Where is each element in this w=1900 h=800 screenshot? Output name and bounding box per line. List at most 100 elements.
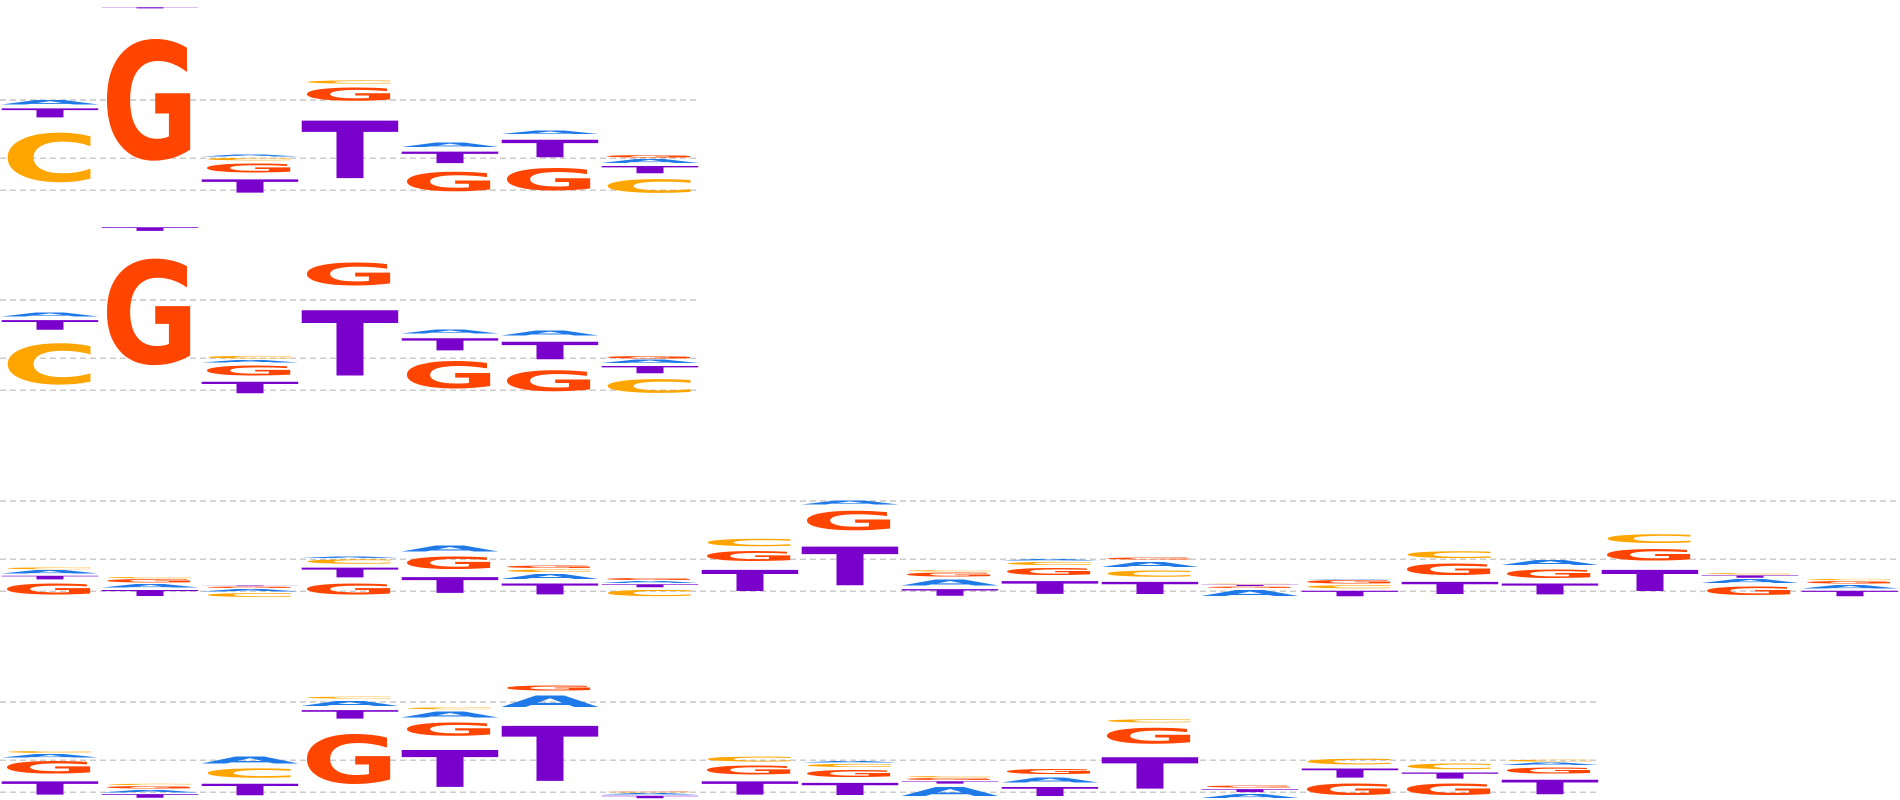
letter: A: [101, 584, 199, 589]
letter: G: [401, 167, 499, 197]
letter: T: [301, 565, 400, 580]
letter: T: [701, 564, 799, 598]
letter: T: [401, 740, 499, 799]
letter: C: [1501, 759, 1599, 762]
letter: T: [901, 587, 999, 598]
letter: T: [301, 105, 399, 197]
letter: C: [301, 696, 399, 699]
letter: G: [601, 791, 699, 792]
letter: G: [701, 549, 799, 564]
letter: T: [1001, 578, 1099, 598]
letter: C: [101, 783, 199, 785]
letter: G: [401, 554, 499, 573]
letter: T: [401, 149, 499, 167]
letter: C: [801, 763, 899, 768]
letter: A: [1001, 776, 1099, 785]
letter: A: [1, 570, 99, 575]
letter: A: [601, 158, 699, 164]
letter: T: [1301, 766, 1399, 781]
letter: A: [1701, 579, 1799, 585]
letter: C: [101, 577, 199, 579]
letter: T: [1201, 584, 1299, 586]
letter: G: [301, 257, 399, 292]
letter: T: [1501, 776, 1599, 799]
letter: C: [1, 751, 99, 754]
letter: A: [101, 789, 199, 793]
letter: G: [601, 578, 699, 581]
letter: T: [601, 583, 699, 588]
letter: T: [601, 795, 699, 799]
letter: C: [201, 766, 299, 780]
letter: T: [201, 781, 299, 799]
letter: G: [1201, 586, 1299, 588]
letter: T: [1401, 771, 1499, 781]
letter: C: [701, 755, 799, 763]
letter: T: [1801, 589, 1899, 598]
letter: C: [1101, 569, 1199, 579]
letter: A: [1501, 558, 1599, 567]
letter: A: [1201, 588, 1299, 598]
letter: T: [401, 335, 499, 354]
letter: A: [601, 581, 699, 584]
letter: C: [1, 120, 99, 197]
letter: A: [1201, 793, 1299, 799]
letter: G: [1001, 768, 1099, 776]
letter: G: [801, 768, 899, 780]
letter: G: [601, 154, 699, 158]
letter: G: [201, 586, 299, 588]
letter: C: [1701, 573, 1799, 575]
letter: A: [501, 130, 599, 135]
letter: A: [501, 692, 599, 710]
letter: G: [1501, 766, 1599, 776]
letter: A: [801, 500, 899, 506]
letter: G: [1301, 781, 1399, 799]
letter: G: [201, 161, 299, 176]
letter: T: [301, 708, 399, 722]
letter: T: [1701, 575, 1799, 579]
letter: A: [901, 578, 999, 588]
letter: T: [1, 778, 99, 799]
letter: T: [1501, 581, 1599, 598]
letter: G: [201, 363, 299, 378]
letter: C: [201, 355, 299, 359]
letter: T: [201, 585, 299, 586]
letter: T: [1401, 579, 1499, 598]
letter: T: [1, 318, 100, 333]
letter: C: [301, 80, 399, 85]
letter: G: [1, 581, 99, 598]
letter: A: [401, 710, 499, 720]
letter: T: [1, 575, 99, 581]
letter: T: [101, 7, 199, 9]
letter: A: [1, 312, 99, 318]
letter: C: [601, 792, 699, 793]
letter: C: [1301, 757, 1399, 766]
letter: A: [301, 556, 399, 558]
letter: C: [901, 570, 999, 572]
letter: C: [901, 776, 999, 778]
letter: T: [701, 778, 799, 799]
letter: G: [301, 581, 399, 598]
letter: A: [1101, 560, 1199, 569]
letter: A: [801, 761, 899, 763]
letter: G: [801, 506, 899, 536]
letter: C: [701, 537, 799, 549]
letter: T: [1, 106, 99, 121]
letter: A: [1, 753, 99, 758]
letter: C: [301, 558, 399, 565]
letter: A: [1001, 559, 1099, 561]
letter: G: [101, 785, 199, 789]
letter: G: [1301, 580, 1399, 585]
letter: C: [601, 176, 699, 197]
letter: G: [501, 163, 599, 197]
letter: C: [601, 376, 699, 397]
letter: C: [201, 157, 299, 161]
letter: G: [1101, 557, 1199, 560]
letter: C: [1401, 550, 1499, 561]
letter: C: [1801, 579, 1899, 581]
letter: G: [501, 685, 599, 693]
letter: A: [1801, 584, 1899, 589]
letter: A: [501, 329, 599, 337]
letter: G: [101, 11, 199, 197]
letter: G: [1, 759, 99, 778]
